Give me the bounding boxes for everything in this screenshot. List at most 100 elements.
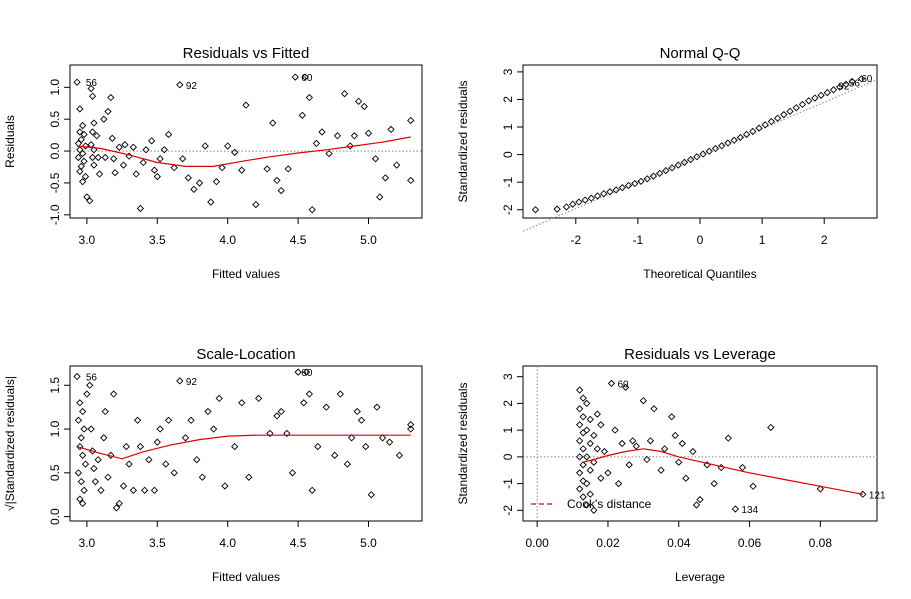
panel-1-data-point: [100, 115, 108, 123]
panel-4-data-point: [724, 434, 732, 442]
panel-1-data-point: [333, 132, 342, 140]
panel-2-data-point: [817, 91, 825, 99]
panel-3-data-point: [277, 407, 285, 416]
panel-3-data-point: [300, 399, 308, 407]
panel-1-y-axis-label: Residuals: [3, 115, 17, 168]
panel-3-data-point: [266, 429, 274, 438]
panel-2-data-point: [767, 117, 776, 126]
panel-3-data-point: [81, 460, 90, 468]
panel-2-y-tick-label: 0: [501, 151, 515, 158]
panel-1-data-point: [90, 146, 98, 154]
panel-4-data-point: [583, 453, 591, 461]
panel-4-data-point: [618, 439, 626, 448]
panel-1-data-point: [212, 178, 221, 186]
panel-3-data-point: [322, 403, 330, 411]
panel-4-data-point: [576, 421, 584, 429]
panel-1-data-point: [76, 128, 84, 136]
panel-3-data-point: [238, 399, 246, 407]
panel-2-data-point: [823, 88, 831, 97]
panel-3-data-point: [100, 434, 108, 442]
panel-3-data-point: [86, 381, 94, 389]
panel-1-data-point: [231, 148, 239, 156]
panel-3-data-point: [104, 473, 112, 481]
panel-1-data-point: [273, 176, 281, 185]
panel-1-data-point: [139, 158, 147, 167]
panel-3-data-point: [407, 421, 415, 429]
panel-1-y-tick-label: 0.5: [48, 111, 62, 128]
panel-2-y-tick-label: -2: [501, 204, 515, 215]
panel-3-data-point: [101, 407, 109, 416]
panel-1-data-point: [95, 170, 104, 178]
panel-4-data-point: [579, 413, 587, 421]
panel-3-data-point: [336, 390, 344, 398]
panel-2-data-point: [699, 150, 707, 158]
panel-1-data-point: [218, 164, 226, 172]
panel-2-y-tick-label: -1: [501, 177, 515, 188]
panel-4-data-point: [579, 493, 587, 501]
panel-4-data-point: [579, 461, 587, 469]
panel-1-data-point: [277, 186, 285, 195]
panel-3-data-point: [150, 486, 159, 494]
panel-4-data-point: [586, 415, 594, 424]
panel-1-data-point: [80, 130, 88, 139]
panel-2-data-point: [693, 153, 701, 161]
panel-4-data-point: [611, 426, 619, 434]
panel-3-data-point: [77, 434, 85, 442]
panel-4-data-point: [678, 439, 686, 448]
panel-1-data-point: [407, 176, 415, 185]
panel-3-data-point: [153, 438, 161, 446]
panel-2-data-point: [531, 206, 540, 214]
panel-4-data-point: [590, 431, 598, 440]
panel-1-data-point: [88, 153, 97, 162]
panel-1-point-label: 60: [301, 73, 313, 84]
panel-1-y-tick-label: 0.0: [48, 142, 62, 159]
panel-2-data-point: [842, 80, 850, 88]
panel-1-data-point: [371, 155, 380, 163]
panel-1-data-point: [115, 143, 123, 151]
panel-2-x-tick-label: 0: [697, 233, 704, 247]
panel-3-y-tick-label: 1.5: [48, 377, 62, 394]
panel-1-data-point: [301, 73, 309, 81]
panel-1-data-point: [76, 105, 84, 113]
panel-2-data-point: [805, 97, 813, 105]
panel-3-data-point: [362, 442, 370, 451]
panel-3-data-point: [79, 407, 87, 416]
panel-2-data-point: [643, 175, 651, 183]
panel-3-data-point: [83, 390, 91, 398]
panel-2-data-point: [829, 86, 838, 94]
panel-3-point-label: 56: [86, 373, 98, 384]
panel-2-data-point: [562, 203, 571, 211]
panel-3-data-point: [283, 429, 291, 438]
panel-1-data-point: [238, 166, 246, 174]
panel-2-data-point: [575, 198, 583, 206]
panel-2-data-point: [724, 139, 732, 147]
panel-1-title: Residuals vs Fitted: [183, 45, 310, 62]
panel-4-x-tick-label: 0.02: [596, 536, 620, 550]
panel-1-y-tick-label: 1.0: [48, 79, 62, 96]
panel-1-data-point: [153, 172, 161, 181]
panel-3-data-point: [357, 416, 366, 424]
panel-3-x-tick-label: 3.0: [79, 536, 96, 550]
panel-1-data-point: [305, 93, 313, 102]
panel-4-y-tick-label: 3: [501, 373, 515, 380]
panel-3-data-point: [94, 456, 102, 464]
panel-3-data-point: [162, 460, 170, 468]
panel-1-data-point: [164, 130, 173, 139]
panel-3-x-tick-label: 5.0: [360, 536, 377, 550]
panel-3-data-point: [181, 434, 190, 442]
panel-4-y-tick-label: -1: [501, 478, 515, 489]
panel-3-title: Scale-Location: [196, 346, 295, 363]
panel-1-data-point: [90, 161, 98, 169]
panel-1-data-point: [74, 153, 83, 162]
panel-3-data-point: [347, 434, 356, 442]
panel-2-x-tick-label: 2: [821, 233, 828, 247]
panel-4-data-point: [586, 466, 594, 474]
panel-3-data-point: [76, 495, 84, 503]
panel-2-y-tick-label: 1: [501, 123, 515, 130]
panel-4-data-point: [660, 445, 669, 453]
panel-3-y-tick-label: 0.0: [48, 508, 62, 525]
panel-3-data-point: [373, 403, 381, 411]
panel-2-data-point: [798, 100, 807, 109]
panel-1-data-point: [90, 119, 98, 127]
panel-2-x-tick-label: 1: [759, 233, 766, 247]
